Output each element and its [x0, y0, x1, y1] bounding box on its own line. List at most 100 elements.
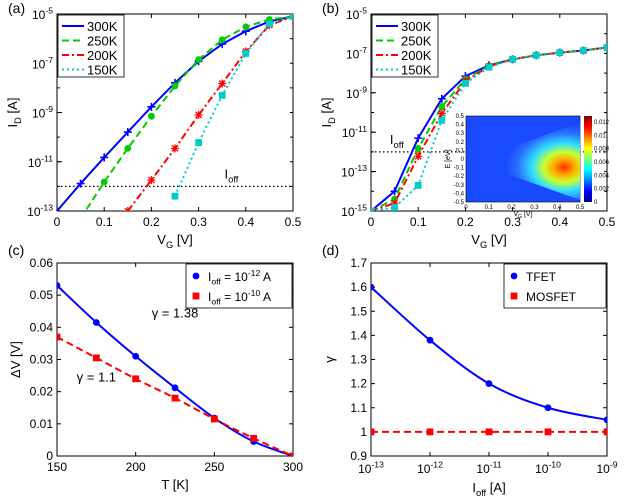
data-point: [510, 292, 518, 300]
colorbar-tick-label: 0: [594, 200, 598, 206]
series-layer: [371, 283, 607, 436]
x-tick-label: 150: [47, 460, 67, 474]
data-point: [100, 153, 109, 162]
data-point: [171, 394, 179, 402]
x-tick-label: 0.1: [96, 215, 113, 229]
x-tick-label: 10-13: [358, 460, 384, 476]
x-tick-label: 200: [126, 460, 146, 474]
y-axis-label: ID [A]: [5, 98, 23, 128]
data-point: [132, 375, 140, 383]
inset-y-tick-label: -0.3: [454, 183, 465, 189]
data-point: [556, 49, 564, 56]
inset-y-tick-label: 0.1: [456, 148, 465, 154]
legend-label: 250K: [401, 34, 432, 49]
series-line: [174, 15, 293, 197]
data-point: [192, 272, 200, 280]
x-tick-label: 0.2: [457, 215, 474, 229]
inset-y-axis-label: E [eV]: [445, 149, 452, 168]
panel-letter: (c): [8, 242, 24, 258]
data-point: [289, 452, 293, 456]
y-tick-label: 10-9: [346, 84, 367, 100]
series-line: [84, 15, 293, 211]
data-point: [250, 434, 258, 442]
data-point: [57, 282, 61, 289]
legend-label: Ioff = 10-12 A: [208, 268, 271, 286]
data-point: [544, 428, 552, 436]
series-layer: [371, 43, 607, 211]
panel-letter: (d): [322, 242, 339, 258]
data-point: [485, 63, 493, 71]
data-point: [437, 109, 446, 118]
y-tick-label: 1.4: [350, 328, 367, 342]
colorbar-tick-label: 0.012: [594, 120, 610, 126]
series-layer: [57, 282, 293, 456]
inset-y-tick-label: 0.2: [456, 140, 465, 146]
legend-box: [503, 263, 607, 309]
x-tick-label: 0: [368, 215, 375, 229]
panel-letter: (a): [8, 0, 25, 16]
data-point: [391, 204, 398, 211]
y-axis-label: ID [A]: [319, 98, 337, 128]
data-point: [371, 207, 375, 211]
y-tick-label: 0.06: [30, 256, 54, 270]
data-point: [603, 428, 607, 436]
y-tick-label: 10-5: [346, 6, 367, 22]
data-point: [124, 144, 132, 152]
legend-label: TFET: [526, 270, 557, 284]
ioff-label: Ioff: [390, 132, 404, 150]
chart-panel: (a) 0 0.1 0.2 0.3 0.4 0.5 10-13 10-11 10-9 10-7 10-…: [5, 0, 302, 250]
data-point: [147, 102, 156, 111]
data-point: [371, 283, 375, 291]
x-axis-label: T [K]: [161, 477, 188, 492]
data-point: [242, 50, 250, 57]
data-point: [414, 134, 423, 143]
data-point: [171, 192, 179, 200]
colorbar: [584, 116, 592, 202]
ioff-label: Ioff: [225, 166, 239, 184]
data-point: [132, 352, 140, 360]
data-point: [171, 82, 179, 90]
data-point: [195, 139, 202, 146]
x-tick-label: 0.5: [599, 215, 616, 229]
data-point: [437, 94, 446, 103]
data-point: [171, 384, 179, 392]
data-point: [218, 79, 227, 88]
series-line: [371, 46, 607, 211]
legend-label: 300K: [87, 19, 118, 34]
data-point: [100, 178, 108, 186]
data-point: [390, 199, 399, 208]
data-point: [462, 80, 469, 87]
x-tick-label: 0.3: [504, 215, 521, 229]
y-tick-label: 10-9: [32, 104, 53, 120]
panel-letter: (b): [322, 0, 339, 16]
y-tick-label: 10-11: [342, 124, 367, 140]
x-tick-label: 10-12: [417, 460, 443, 476]
data-point: [92, 354, 100, 362]
heatmap-band: [474, 122, 580, 200]
data-point: [210, 415, 218, 423]
x-tick-label: 300: [283, 460, 303, 474]
inset-x-tick-label: 0.2: [507, 205, 516, 211]
y-tick-label: 10-15: [341, 203, 367, 219]
x-axis-label: Ioff [A]: [472, 480, 505, 497]
data-point: [438, 116, 446, 124]
y-tick-label: 0: [46, 449, 53, 463]
y-axis-label: ΔV [V]: [8, 341, 23, 378]
y-tick-label: 10-7: [32, 55, 53, 71]
legend-label: 200K: [401, 48, 432, 63]
data-point: [92, 319, 100, 326]
data-point: [123, 207, 132, 211]
data-point: [77, 215, 84, 222]
data-point: [289, 14, 293, 20]
data-point: [171, 144, 179, 153]
inset-y-tick-label: 0.4: [456, 123, 465, 129]
data-point: [414, 152, 423, 161]
colorbar-tick-label: 0.002: [594, 187, 610, 193]
data-point: [266, 20, 273, 28]
colorbar-tick-label: 0.01: [594, 133, 606, 139]
data-point: [414, 181, 422, 189]
data-point: [242, 23, 250, 31]
inset-y-tick-label: 0.5: [456, 114, 465, 120]
